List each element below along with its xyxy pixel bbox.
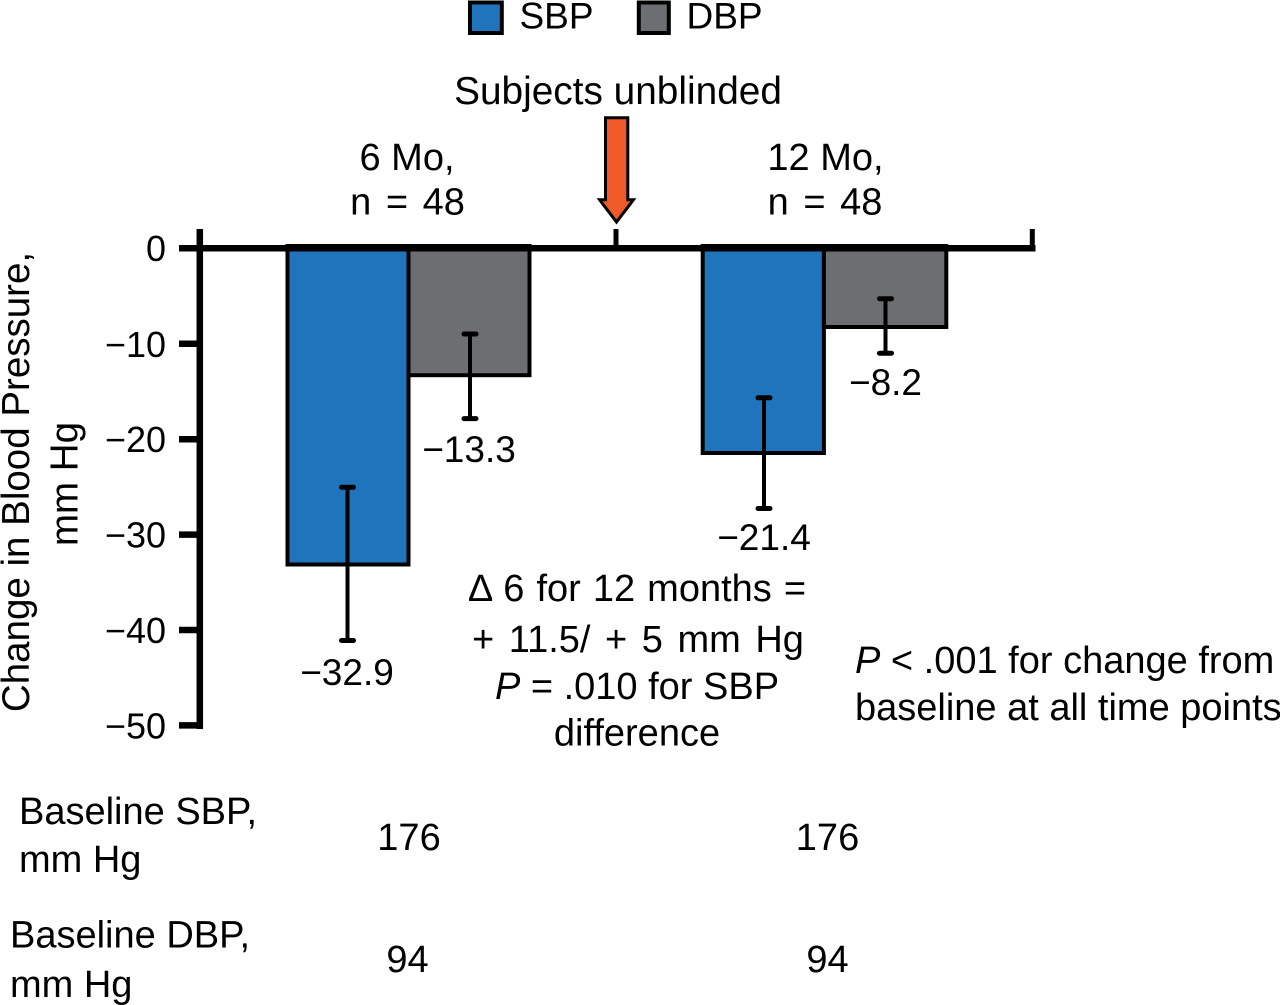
svg-text:mm Hg: mm Hg — [19, 839, 141, 881]
svg-text:6 Mo,: 6 Mo, — [359, 137, 454, 179]
svg-text:baseline at all time points: baseline at all time points — [855, 687, 1280, 729]
svg-text:P < .001 for change from: P < .001 for change from — [855, 640, 1274, 682]
svg-text:Baseline DBP,: Baseline DBP, — [10, 915, 250, 957]
svg-text:Δ 6 for 12 months =: Δ 6 for 12 months = — [468, 568, 806, 610]
svg-text:94: 94 — [806, 939, 848, 981]
svg-text:+ 11.5/ + 5 mm Hg: + 11.5/ + 5 mm Hg — [472, 619, 804, 661]
svg-text:176: 176 — [377, 817, 440, 859]
svg-text:−50: −50 — [105, 705, 166, 746]
svg-text:−32.9: −32.9 — [300, 652, 394, 693]
svg-text:−30: −30 — [105, 515, 166, 556]
svg-text:−8.2: −8.2 — [849, 362, 922, 403]
svg-text:n = 48: n = 48 — [768, 182, 883, 224]
svg-text:P = .010 for SBP: P = .010 for SBP — [495, 666, 779, 708]
svg-text:Change in Blood Pressure,: Change in Blood Pressure, — [0, 252, 38, 712]
svg-text:−13.3: −13.3 — [422, 429, 516, 470]
svg-text:−21.4: −21.4 — [717, 517, 811, 558]
svg-text:difference: difference — [554, 713, 720, 755]
svg-text:mm Hg: mm Hg — [44, 422, 87, 546]
svg-text:12 Mo,: 12 Mo, — [767, 137, 883, 179]
svg-text:mm Hg: mm Hg — [10, 964, 132, 1005]
svg-text:SBP: SBP — [520, 0, 594, 36]
svg-text:DBP: DBP — [687, 0, 763, 36]
svg-text:0: 0 — [146, 228, 166, 269]
svg-text:−20: −20 — [105, 419, 166, 460]
svg-text:94: 94 — [386, 939, 428, 981]
svg-text:Baseline SBP,: Baseline SBP, — [19, 791, 257, 833]
svg-text:−10: −10 — [105, 324, 166, 365]
svg-text:Subjects unblinded: Subjects unblinded — [454, 70, 782, 113]
svg-text:n = 48: n = 48 — [350, 182, 465, 224]
svg-text:176: 176 — [796, 817, 859, 859]
svg-text:−40: −40 — [105, 610, 166, 651]
